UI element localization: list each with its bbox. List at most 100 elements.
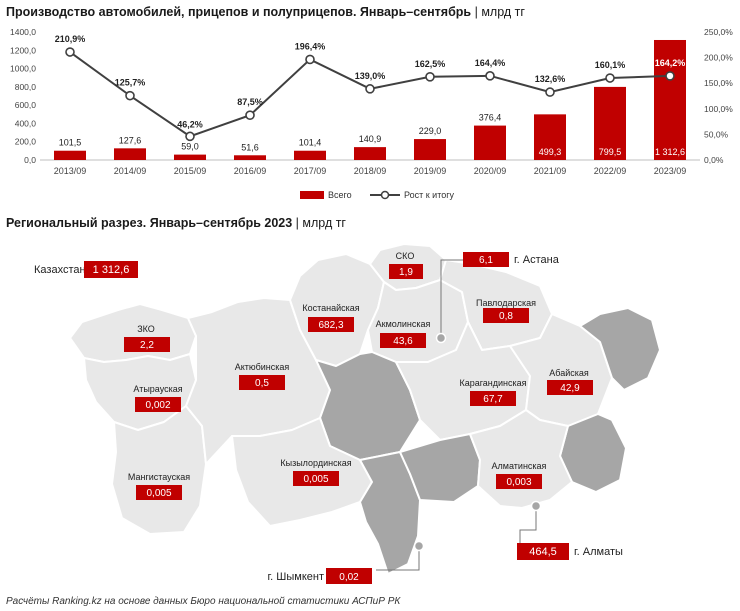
region-abai-value-box: [547, 380, 593, 395]
bar: [474, 125, 506, 160]
x-tick-label: 2022/09: [594, 166, 627, 176]
city-astana-value-box: [463, 252, 509, 267]
kazakhstan-label: Казахстан: [34, 264, 86, 276]
growth-data-label: 139,0%: [355, 71, 386, 81]
growth-point: [65, 47, 75, 57]
y-left-tick-label: 0,0: [24, 155, 36, 165]
x-tick-label: 2020/09: [474, 166, 507, 176]
growth-data-label: 162,5%: [415, 59, 446, 69]
bar-data-label: 799,5: [599, 147, 622, 157]
legend-line-marker: [380, 190, 390, 200]
region-kyzylorda-label: Кызылординская: [280, 458, 351, 468]
region-aktobe-value: 0,5: [255, 378, 269, 389]
city-almaty-value-box: [517, 543, 569, 560]
bar: [654, 39, 686, 160]
growth-data-label: 132,6%: [535, 74, 566, 84]
bar: [234, 155, 266, 160]
region-abai-shape: [509, 313, 613, 427]
region-sko-value-box: [389, 264, 423, 279]
bar-data-label: 499,3: [539, 147, 562, 157]
region-aktobe-value-box: [239, 375, 285, 390]
growth-data-label: 160,1%: [595, 60, 626, 70]
growth-point: [305, 54, 315, 65]
growth-point: [125, 90, 135, 101]
region-pavlodar-value-box: [483, 308, 529, 323]
bar: [594, 86, 626, 160]
city-astana-value: 6,1: [479, 255, 493, 266]
region-almaty-shape: [469, 409, 573, 509]
map-title: Региональный разрез. Январь–сентябрь 202…: [6, 216, 346, 230]
y-left-tick-label: 1000,0: [10, 64, 36, 74]
kazakhstan-region-map: Казахстан 1 312,6 ЗКО 2,2 Атырауская 0,0…: [34, 243, 661, 584]
region-karaganda-value-box: [470, 391, 516, 406]
bar-data-label: 51,6: [241, 142, 259, 152]
growth-point: [605, 73, 615, 83]
growth-data-label: 164,2%: [655, 58, 686, 68]
almaty-leader-line: [519, 506, 537, 548]
y-left-tick-label: 800,0: [15, 82, 37, 92]
city-markers: [376, 259, 542, 571]
y-left-tick-label: 200,0: [15, 137, 37, 147]
y-right-tick-label: 150,0%: [704, 78, 733, 88]
growth-data-label: 164,4%: [475, 58, 506, 68]
region-kostanay-value-box: [308, 317, 354, 332]
bar-line-chart: 0,0 200,0 400,0 600,0 800,0 1000,0 1200,0 1400,…: [10, 27, 733, 200]
bar-data-label: 140,9: [359, 134, 382, 144]
region-aktobe-label: Актюбинская: [235, 362, 290, 372]
region-abai-value: 42,9: [560, 383, 580, 394]
region-pavlodar-value: 0,8: [499, 311, 513, 322]
bar-data-label: 101,4: [299, 138, 322, 148]
region-kyzylorda-value: 0,005: [303, 474, 328, 485]
region-karaganda-label: Карагандинская: [459, 378, 526, 388]
growth-data-label: 46,2%: [177, 119, 203, 129]
growth-point: [245, 110, 255, 120]
city-shymkent-label: г. Шымкент: [268, 571, 325, 583]
region-almaty-label: Алматинская: [492, 461, 547, 471]
bar-data-label: 127,6: [119, 135, 142, 145]
region-mangistau-label: Мангистауская: [128, 472, 190, 482]
growth-point: [665, 71, 675, 81]
legend-bar-label: Всего: [328, 190, 352, 200]
x-tick-label: 2019/09: [414, 166, 447, 176]
growth-data-label: 87,5%: [237, 97, 263, 107]
region-kostanay-value: 682,3: [318, 320, 343, 331]
region-zko-value-box: [124, 337, 170, 352]
y-left-tick-label: 400,0: [15, 118, 37, 128]
region-atyrau-label: Атырауская: [133, 384, 182, 394]
bar: [414, 139, 446, 160]
growth-point: [365, 84, 375, 94]
map-labels: Казахстан 1 312,6 ЗКО 2,2 Атырауская 0,0…: [34, 251, 623, 584]
legend-bar-swatch: [300, 191, 324, 199]
region-kostanay-label: Костанайская: [302, 303, 359, 313]
bar: [354, 147, 386, 160]
legend-line-label: Рост к итогу: [404, 190, 455, 200]
x-tick-label: 2021/09: [534, 166, 567, 176]
region-kyzylorda-value-box: [293, 471, 339, 486]
footer-source: Расчёты Ranking.kz на основе данных Бюро…: [6, 596, 401, 607]
region-mangistau-shape: [111, 405, 207, 535]
growth-point: [185, 131, 195, 142]
city-almaty-label: г. Алматы: [574, 546, 623, 558]
chart-title: Производство автомобилей, прицепов и пол…: [6, 5, 525, 19]
bar: [174, 154, 206, 160]
growth-point: [485, 71, 495, 81]
bar: [534, 114, 566, 160]
bar-data-label: 376,4: [479, 113, 502, 123]
x-tick-label: 2023/09: [654, 166, 687, 176]
y-right-tick-label: 0,0%: [704, 155, 724, 165]
bar-data-label: 1 312,6: [655, 147, 685, 157]
city-astana-label: г. Астана: [514, 254, 560, 266]
almaty-marker: [530, 500, 542, 512]
bar-data-label: 229,0: [419, 126, 442, 136]
shymkent-marker: [413, 540, 425, 552]
y-right-tick-label: 200,0%: [704, 53, 733, 63]
region-zko-label: ЗКО: [137, 324, 155, 334]
y-right-tick-label: 100,0%: [704, 104, 733, 114]
growth-data-label: 196,4%: [295, 41, 326, 51]
region-sko-value: 1,9: [399, 267, 413, 278]
bar-data-label: 59,0: [181, 142, 199, 152]
region-abai-label: Абайская: [549, 368, 589, 378]
astana-marker: [435, 332, 447, 344]
x-tick-label: 2015/09: [174, 166, 207, 176]
region-pavlodar-label: Павлодарская: [476, 298, 536, 308]
